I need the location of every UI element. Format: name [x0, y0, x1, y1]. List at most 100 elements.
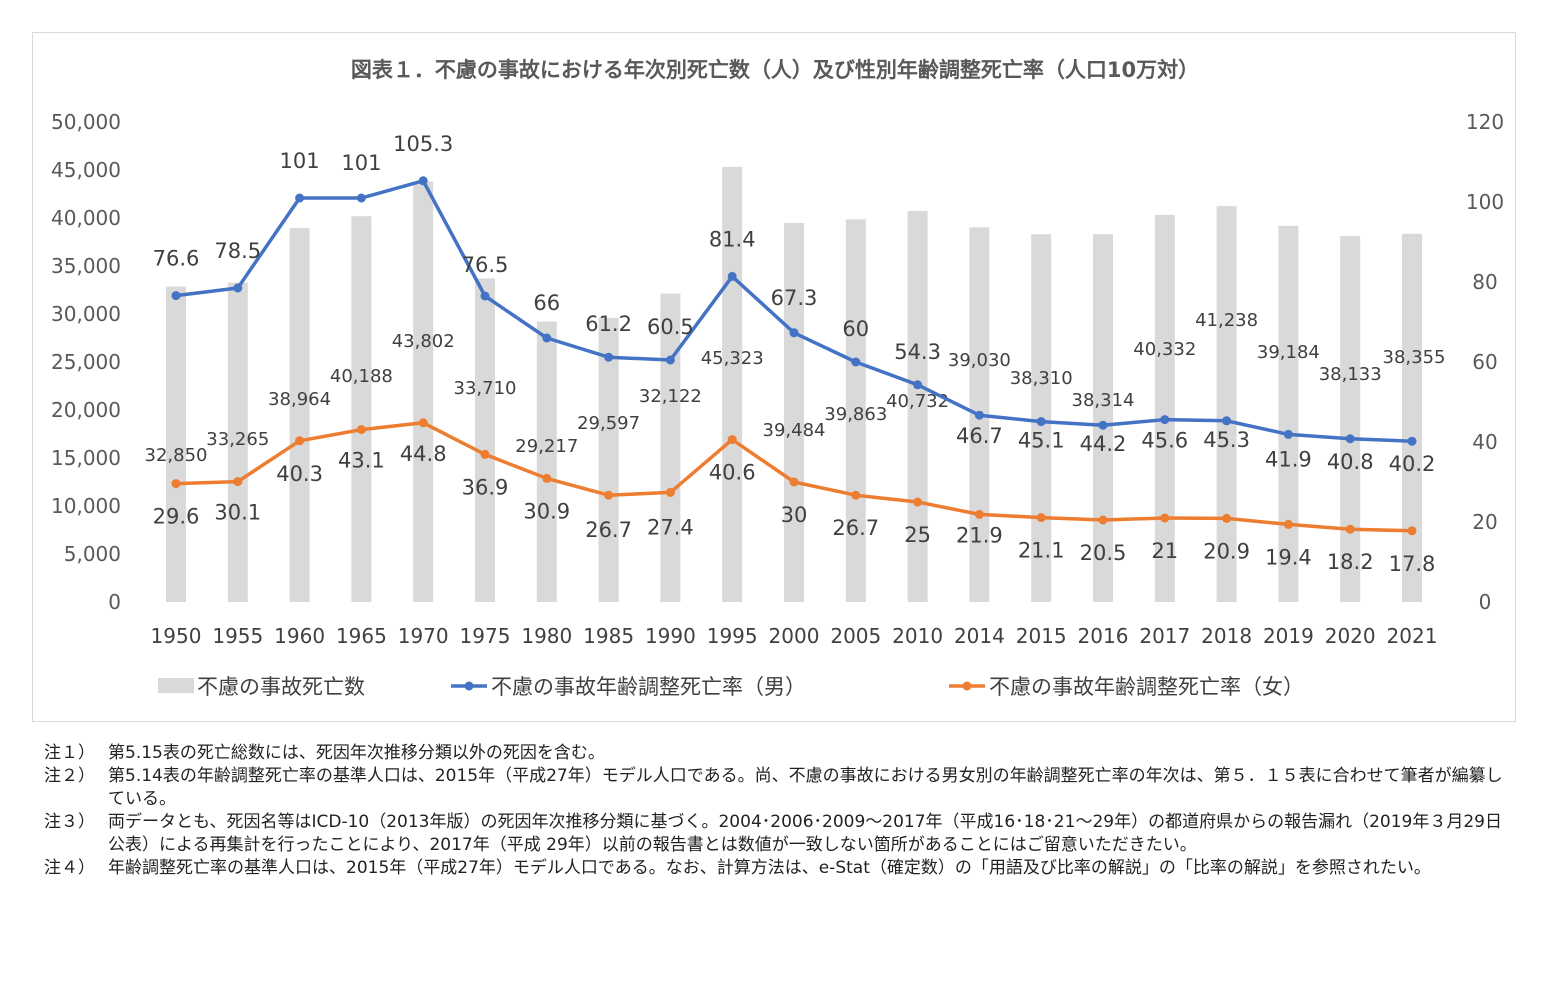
bar-data-label: 38,355 — [1383, 347, 1446, 368]
line-data-label: 76.5 — [462, 253, 509, 277]
bar — [1093, 234, 1113, 602]
note-text: 年齢調整死亡率の基準人口は、2015年（平成27年）モデル人口である。なお、計算… — [108, 858, 1431, 878]
legend-swatch-marker — [962, 681, 972, 691]
note-text: 両データとも、死因名等はICD-10（2013年版）の死因年次推移分類に基づく。… — [108, 812, 1502, 855]
bar-data-label: 29,217 — [515, 436, 578, 457]
left-tick-label: 10,000 — [51, 494, 121, 518]
line-data-label: 45.3 — [1203, 428, 1250, 452]
line-data-label: 40.8 — [1327, 450, 1374, 474]
category-label: 2000 — [769, 624, 820, 648]
note-text: 第5.14表の年齢調整死亡率の基準人口は、2015年（平成27年）モデル人口であ… — [108, 766, 1503, 809]
bar — [598, 317, 619, 602]
left-tick-label: 40,000 — [51, 206, 121, 230]
line-data-label: 21 — [1151, 539, 1178, 563]
bar-data-label: 40,332 — [1133, 339, 1196, 360]
line-point — [1407, 526, 1417, 536]
category-label: 1970 — [398, 624, 449, 648]
left-axis-ticks: 0 5,000 10,000 15,000 20,000 25,000 30,000 35,0… — [51, 110, 121, 614]
line-data-label: 30.1 — [214, 501, 261, 525]
bar — [660, 293, 681, 602]
bar-data-label: 32,850 — [145, 445, 208, 466]
bar — [351, 216, 372, 603]
line-data-label: 19.4 — [1265, 545, 1312, 569]
bar-data-label: 32,122 — [639, 386, 702, 407]
line-point — [1160, 513, 1170, 523]
line-point — [171, 479, 181, 489]
line-data-label: 29.6 — [153, 505, 200, 529]
category-label: 2018 — [1201, 624, 1252, 648]
line-point — [418, 176, 428, 186]
line-point — [295, 193, 305, 203]
note-label: 注４） — [44, 858, 95, 878]
category-label: 2017 — [1139, 624, 1190, 648]
line-point — [789, 328, 799, 338]
notes: 注１） 第5.15表の死亡総数には、死因年次推移分類以外の死因を含む。 注２） … — [44, 742, 1514, 880]
category-label: 1950 — [151, 624, 202, 648]
line-data-label: 45.1 — [1018, 429, 1065, 453]
line-data-label: 20.9 — [1203, 539, 1250, 563]
line-data-label: 61.2 — [585, 312, 632, 336]
line-data-label: 60.5 — [647, 315, 694, 339]
line-point — [1283, 429, 1293, 439]
category-label: 2015 — [1016, 624, 1067, 648]
left-tick-label: 30,000 — [51, 302, 121, 326]
bar — [1216, 206, 1237, 602]
line-point — [1407, 436, 1417, 446]
bar-data-label: 38,133 — [1319, 364, 1382, 385]
line-data-label: 18.2 — [1327, 550, 1374, 574]
category-label: 2016 — [1078, 624, 1129, 648]
category-label: 2020 — [1325, 624, 1376, 648]
bar — [413, 181, 434, 602]
line-point — [1283, 519, 1293, 529]
line-point — [542, 473, 552, 483]
line-data-label: 20.5 — [1080, 541, 1127, 565]
bar-data-label: 39,184 — [1257, 342, 1320, 363]
line-point — [1222, 416, 1232, 426]
line-data-label: 40.2 — [1389, 452, 1436, 476]
left-tick-label: 50,000 — [51, 110, 121, 134]
bar-series — [166, 166, 1422, 603]
note-3: 注３） 両データとも、死因名等はICD-10（2013年版）の死因年次推移分類に… — [44, 811, 1514, 857]
left-tick-label: 35,000 — [51, 254, 121, 278]
bar — [1402, 233, 1422, 603]
line-data-label: 44.2 — [1080, 432, 1127, 456]
bar — [1154, 214, 1175, 602]
line-point — [233, 283, 243, 293]
line-point — [480, 291, 490, 301]
line-point — [851, 490, 861, 500]
bar — [166, 286, 186, 602]
line-point — [356, 425, 366, 435]
line-point — [480, 449, 490, 459]
line-point — [974, 509, 984, 519]
line-data-labels: 76.6 78.5 101 101 105.3 76.5 66 61.2 60.5 81.4 67.… — [153, 132, 1436, 576]
legend-swatch-marker — [464, 681, 474, 691]
line-data-label: 25 — [904, 523, 931, 547]
line-data-label: 43.1 — [338, 449, 385, 473]
category-label: 1975 — [460, 624, 511, 648]
line-data-label: 76.6 — [153, 247, 200, 271]
bar — [289, 227, 310, 602]
category-label: 1985 — [583, 624, 634, 648]
category-label: 2019 — [1263, 624, 1314, 648]
note-label: 注３） — [44, 812, 95, 832]
line-data-label: 26.7 — [585, 518, 632, 542]
bar-data-label: 43,802 — [392, 331, 455, 352]
bar-data-label: 40,188 — [330, 366, 393, 387]
category-label: 1995 — [707, 624, 758, 648]
note-1: 注１） 第5.15表の死亡総数には、死因年次推移分類以外の死因を含む。 — [44, 742, 1514, 765]
line-point — [851, 357, 861, 367]
note-label: 注２） — [44, 766, 95, 786]
left-tick-label: 25,000 — [51, 350, 121, 374]
line-series — [171, 176, 1417, 536]
bar-data-label: 33,710 — [454, 378, 517, 399]
line-data-label: 45.6 — [1141, 429, 1188, 453]
right-tick-label: 0 — [1479, 590, 1492, 614]
category-label: 2021 — [1387, 624, 1438, 648]
left-tick-label: 5,000 — [64, 542, 121, 566]
line-data-label: 27.4 — [647, 515, 694, 539]
line-point — [171, 291, 181, 301]
line-data-label: 81.4 — [709, 227, 756, 251]
category-label: 2010 — [892, 624, 943, 648]
category-axis-labels: 1950 1955 1960 1965 1970 1975 1980 1985 1990 1995… — [151, 624, 1438, 648]
left-tick-label: 15,000 — [51, 446, 121, 470]
